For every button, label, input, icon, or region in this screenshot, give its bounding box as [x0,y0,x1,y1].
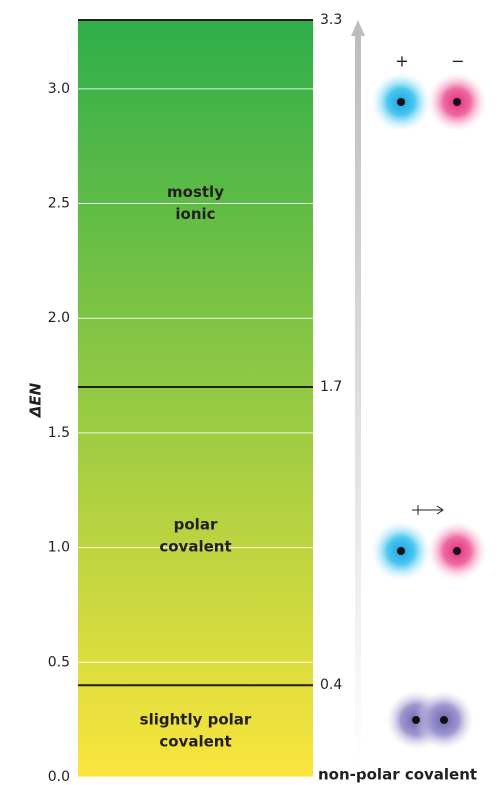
region-label: slightly polar [140,711,252,729]
boundary-label: 1.7 [320,379,342,395]
boundary-label: 3.3 [320,12,342,28]
boundary-label: 0.4 [320,677,342,693]
region-label: covalent [159,538,231,556]
arrow-head [351,20,365,36]
y-tick-label: 1.5 [48,425,70,441]
y-tick-label: 0.0 [48,769,70,785]
y-axis-label: ΔEN [27,382,45,418]
nucleus [397,547,405,555]
y-tick-label: 2.5 [48,196,70,212]
trend-arrow [355,34,361,772]
y-tick-label: 0.5 [48,654,70,670]
nucleus [412,716,420,724]
region-label: ionic [175,205,215,223]
positive-sign: + [395,52,408,71]
scale-band [78,20,313,777]
y-tick-label: 1.0 [48,540,70,556]
bottom-label: non-polar covalent [318,766,477,784]
nucleus [440,716,448,724]
chart: 0.0 0.5 1.0 1.5 2.0 2.5 3.0 0.4 1.7 3.3 slightly p… [0,0,503,785]
nucleus [453,98,461,106]
region-label: covalent [159,733,231,751]
y-tick-label: 2.0 [48,310,70,326]
region-label: mostly [167,183,224,201]
dipole-arrow [412,505,443,515]
region-label: polar [174,516,218,534]
nucleus [453,547,461,555]
nucleus [397,98,405,106]
y-tick-label: 3.0 [48,81,70,97]
negative-sign: − [451,52,464,71]
